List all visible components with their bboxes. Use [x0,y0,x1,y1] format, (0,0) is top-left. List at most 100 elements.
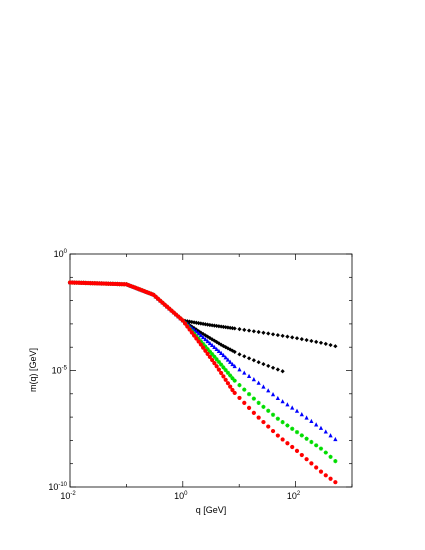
data-point-triangle [219,350,224,355]
data-point-diamond [207,335,212,341]
data-point-star [237,383,242,388]
data-point-circle [285,441,290,446]
data-point-circle [242,400,247,405]
y-tick-label-base: 10 [52,366,62,376]
data-point-circle [196,339,201,344]
data-point-diamond [212,338,217,343]
data-point-circle [228,384,233,389]
series-4 [67,280,338,485]
data-point-star [212,354,217,359]
data-point-diamond [318,340,324,345]
data-point-triangle [207,340,212,346]
data-point-triangle [309,418,314,424]
x-tick-label: 102 [287,491,301,501]
series-1 [67,280,285,374]
data-point-star [328,454,333,459]
data-point-diamond [261,330,266,335]
data-point-triangle [261,384,266,389]
data-point-triangle [214,346,219,352]
data-point-star [242,387,247,392]
data-point-circle [219,370,224,376]
data-point-star [196,336,201,341]
y-tick-label-base: 10 [48,482,58,492]
data-point-triangle [223,355,228,360]
data-point-star [275,416,280,421]
data-point-diamond [214,339,219,345]
x-tick-label-exp: 2 [297,491,301,497]
data-point-diamond [285,334,290,339]
data-point-triangle [198,332,203,338]
y-axis-label: m(q) [GeV] [28,348,38,392]
data-point-circle [232,390,237,396]
data-point-triangle [333,436,338,442]
data-point-star [216,359,221,365]
data-point-star [280,420,285,425]
x-tick-label-base: 10 [287,491,297,501]
data-point-diamond [294,336,300,341]
data-point-star [290,426,295,431]
data-point-diamond [256,329,261,335]
data-point-circle [221,374,226,379]
data-point-triangle [290,405,295,410]
data-point-circle [309,461,314,466]
data-point-triangle [246,373,252,378]
y-tick-label: 100 [54,249,68,259]
data-point-circle [201,345,206,350]
data-point-diamond [191,320,197,325]
data-point-triangle [328,433,333,438]
data-point-diamond [333,344,338,349]
data-point-star [228,373,233,378]
data-point-circle [205,351,210,356]
data-point-diamond [256,360,261,365]
data-point-star [232,378,237,383]
data-point-circle [318,469,324,474]
data-point-circle [216,367,221,372]
data-point-triangle [212,344,217,350]
data-point-triangle [256,380,261,385]
data-point-circle [256,415,261,420]
data-point-diamond [270,332,276,337]
data-marks [67,279,338,485]
data-point-star [251,396,256,401]
data-point-diamond [232,326,237,331]
data-point-diamond [251,358,256,363]
data-point-circle [210,357,215,363]
data-point-star [230,376,235,381]
data-point-circle [214,364,219,369]
data-point-diamond [266,331,271,336]
data-point-triangle [228,359,233,364]
y-tick-label-base: 10 [54,249,64,259]
data-point-triangle [280,399,285,404]
data-point-diamond [194,320,199,325]
data-point-triangle [323,429,328,434]
data-point-triangle [304,415,309,420]
data-point-triangle [225,357,231,362]
data-point-triangle [275,395,280,401]
data-point-circle [182,321,188,326]
data-point-triangle [237,367,242,372]
x-tick-label: 10-2 [60,491,76,501]
data-point-star [299,433,304,438]
series-3 [67,280,338,464]
data-point-circle [246,405,252,410]
data-point-circle [304,457,309,462]
data-point-circle [180,318,185,323]
data-point-triangle [205,338,210,344]
data-point-star [309,439,314,445]
data-point-circle [212,361,217,366]
x-tick-label-base: 10 [174,491,184,501]
data-point-circle [333,480,338,485]
data-point-diamond [309,338,314,344]
series-2 [67,279,338,442]
data-point-triangle [230,361,235,367]
data-point-circle [223,377,228,382]
data-point-circle [194,336,199,341]
data-point-triangle [294,408,300,413]
data-point-circle [270,428,276,434]
data-point-triangle [314,422,319,427]
data-point-triangle [270,392,276,397]
data-point-diamond [304,337,309,343]
data-point-star [203,344,208,349]
data-point-star [333,458,338,464]
